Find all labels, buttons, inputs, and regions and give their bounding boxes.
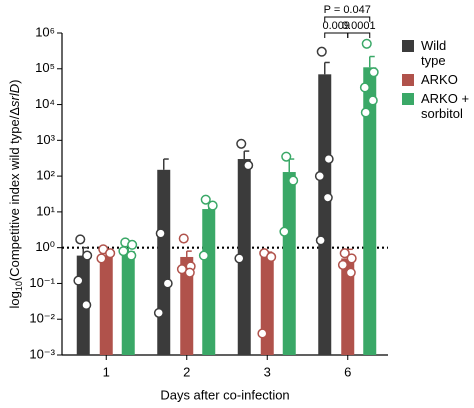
legend-swatch: [402, 74, 414, 86]
data-point: [207, 200, 218, 211]
data-point: [118, 246, 129, 257]
bar: [180, 256, 194, 355]
data-point: [126, 250, 137, 261]
data-point: [359, 82, 371, 93]
y-tick-label: 10⁴: [35, 96, 55, 111]
data-point: [360, 107, 371, 118]
y-label-part: 10: [14, 281, 24, 291]
bar: [260, 255, 274, 355]
y-tick-label: 10⁻³: [29, 346, 55, 361]
bar: [157, 169, 171, 355]
data-point: [200, 194, 211, 205]
data-point: [82, 250, 93, 261]
legend-item: ARKO: [402, 72, 474, 87]
legend: Wild type ARKO ARKO + sorbitol: [402, 38, 474, 125]
data-point: [162, 278, 173, 289]
data-point: [234, 253, 245, 264]
y-axis-label: log10(Competitive index wild type/ΔsrlD): [7, 80, 24, 309]
legend-label: Wild type: [421, 38, 447, 68]
data-point: [339, 248, 350, 259]
y-label-part: (Competitive index wild type/Δ: [7, 107, 22, 281]
x-tick-label: 3: [264, 364, 271, 379]
legend-label: ARKO: [421, 72, 458, 87]
data-point: [75, 234, 86, 245]
significance-label: P = 0.047: [324, 4, 371, 16]
data-point: [361, 38, 372, 49]
data-point: [316, 46, 327, 57]
data-point: [279, 226, 290, 237]
y-tick-label: 10²: [36, 168, 55, 183]
significance-label: 0.009: [322, 20, 350, 32]
y-label-part: srlD: [7, 84, 22, 107]
y-label-part: ): [7, 80, 22, 84]
x-tick-label: 6: [344, 364, 351, 379]
data-point: [266, 251, 277, 263]
data-point: [314, 171, 326, 182]
data-point: [281, 151, 292, 162]
data-point: [315, 235, 326, 246]
legend-item: ARKO + sorbitol: [402, 91, 474, 121]
data-point: [96, 253, 107, 264]
x-tick-label: 2: [183, 364, 190, 379]
bar: [318, 74, 332, 355]
data-point: [73, 275, 84, 286]
data-point: [337, 259, 349, 270]
y-tick-label: 10⁻¹: [29, 275, 55, 290]
data-point: [81, 299, 92, 311]
data-point: [105, 248, 116, 259]
significance-bracket: [347, 32, 371, 38]
data-point: [367, 95, 378, 106]
y-label-part: log: [7, 291, 22, 308]
y-tick-label: 10³: [36, 132, 55, 147]
y-tick-label: 10⁶: [35, 24, 55, 39]
data-point: [178, 233, 189, 244]
data-point: [243, 160, 254, 171]
significance-bracket: [324, 32, 349, 38]
data-point: [236, 138, 247, 149]
significance-label: 0.0001: [342, 20, 376, 32]
bar: [202, 209, 216, 355]
y-tick-label: 10⁵: [35, 60, 55, 75]
data-point: [153, 307, 164, 318]
y-tick-label: 10¹: [36, 203, 55, 218]
x-axis-label: Days after co-infection: [160, 387, 289, 402]
legend-label: ARKO + sorbitol: [421, 91, 470, 121]
legend-swatch: [402, 93, 414, 105]
bar: [99, 255, 113, 355]
data-point: [184, 267, 195, 278]
data-point: [322, 192, 333, 203]
bar: [282, 172, 296, 355]
legend-item: Wild type: [402, 38, 474, 68]
bar: [121, 251, 135, 355]
y-tick-label: 10⁰: [35, 239, 55, 254]
data-point: [127, 239, 138, 250]
bar: [363, 67, 377, 355]
data-point: [198, 250, 209, 261]
data-point: [288, 175, 299, 186]
data-point: [323, 153, 334, 165]
significance-bracket: [324, 16, 371, 22]
y-tick-label: 10⁻²: [29, 311, 55, 326]
data-point: [345, 267, 356, 278]
data-point: [368, 67, 379, 78]
bar: [341, 258, 355, 355]
data-point: [155, 228, 166, 239]
data-point: [257, 328, 268, 339]
data-point: [346, 253, 357, 264]
legend-swatch: [402, 40, 414, 52]
x-tick-label: 1: [103, 364, 110, 379]
